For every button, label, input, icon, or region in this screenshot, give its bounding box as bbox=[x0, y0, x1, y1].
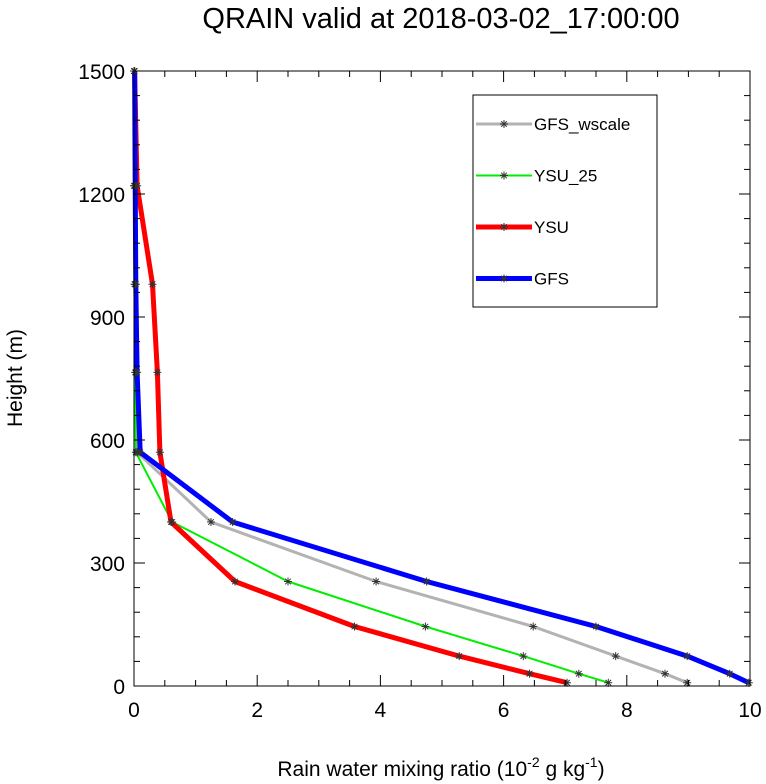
legend-marker-2 bbox=[500, 223, 508, 231]
series-0-point bbox=[529, 622, 538, 631]
x-axis-title-part1: Rain water mixing ratio (10 bbox=[277, 758, 527, 781]
series-1-point bbox=[574, 669, 583, 678]
series-2-point bbox=[148, 280, 157, 289]
series-3-point bbox=[683, 652, 692, 661]
series-0-point bbox=[661, 669, 669, 678]
x-tick-label: 8 bbox=[621, 699, 633, 722]
x-tick-label: 0 bbox=[128, 699, 140, 722]
y-tick-label: 1500 bbox=[78, 61, 125, 84]
y-tick-label: 0 bbox=[113, 676, 125, 699]
legend-label-3: GFS bbox=[534, 270, 569, 289]
series-1-point bbox=[421, 622, 430, 631]
x-axis-title-exp2: -1 bbox=[585, 754, 598, 770]
x-axis-title-part2: g kg bbox=[540, 758, 586, 781]
series-2-point bbox=[231, 577, 239, 586]
legend-label-1: YSU_25 bbox=[534, 167, 597, 186]
legend-label-0: GFS_wscale bbox=[534, 115, 630, 134]
chart-title: QRAIN valid at 2018-03-02_17:00:00 bbox=[202, 3, 679, 35]
series-1-point bbox=[131, 448, 140, 457]
series-0-point bbox=[207, 518, 215, 526]
legend-box bbox=[472, 94, 658, 308]
x-tick-label: 4 bbox=[375, 699, 387, 722]
series-3-point bbox=[744, 678, 753, 687]
series-3-point bbox=[422, 577, 431, 586]
series-2-point bbox=[155, 448, 164, 457]
x-axis-title-exp1: -2 bbox=[527, 754, 540, 770]
series-2-point bbox=[167, 518, 175, 526]
x-tick-label: 10 bbox=[738, 699, 761, 722]
series-2-point bbox=[350, 622, 359, 631]
series-3-point bbox=[228, 518, 237, 526]
series-3-point bbox=[131, 181, 140, 190]
series-2-point bbox=[153, 368, 162, 377]
y-tick-label: 600 bbox=[90, 430, 125, 453]
x-axis-title-part3: ) bbox=[598, 758, 605, 781]
y-tick-label: 1200 bbox=[78, 184, 125, 207]
series-1-point bbox=[604, 678, 613, 687]
series-3-point bbox=[592, 622, 600, 631]
series-1-point bbox=[519, 652, 528, 661]
y-axis-title: Height (m) bbox=[4, 329, 27, 427]
series-3-point bbox=[131, 280, 140, 289]
series-3-point bbox=[725, 669, 734, 678]
series-0-point bbox=[611, 652, 620, 661]
series-2-point bbox=[563, 678, 571, 687]
series-0-point bbox=[372, 577, 381, 586]
x-axis-title: Rain water mixing ratio (10-2 g kg-1) bbox=[277, 754, 604, 781]
legend: GFS_wscale YSU_25 YSU GFS bbox=[472, 94, 658, 308]
series-2-point bbox=[525, 669, 534, 678]
plot-area bbox=[130, 67, 753, 687]
series-2-point bbox=[455, 652, 464, 661]
series-3-point bbox=[136, 448, 145, 457]
x-tick-label: 6 bbox=[498, 699, 510, 722]
legend-marker-1 bbox=[500, 171, 508, 180]
axis-ticks: 0 2 4 6 8 10 0 300 600 900 1200 1500 bbox=[78, 61, 761, 722]
y-tick-label: 900 bbox=[90, 307, 125, 330]
x-tick-label: 2 bbox=[251, 699, 263, 722]
legend-marker-0 bbox=[500, 120, 508, 128]
series-3-point bbox=[133, 368, 142, 377]
series-1-point bbox=[284, 577, 292, 586]
series-0-point bbox=[683, 678, 692, 687]
legend-marker-3 bbox=[500, 274, 508, 283]
y-tick-label: 300 bbox=[90, 553, 125, 576]
legend-label-2: YSU bbox=[534, 218, 569, 237]
plot-frame bbox=[133, 70, 751, 687]
